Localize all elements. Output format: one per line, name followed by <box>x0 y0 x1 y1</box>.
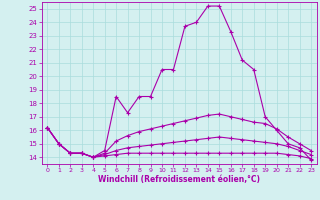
X-axis label: Windchill (Refroidissement éolien,°C): Windchill (Refroidissement éolien,°C) <box>98 175 260 184</box>
